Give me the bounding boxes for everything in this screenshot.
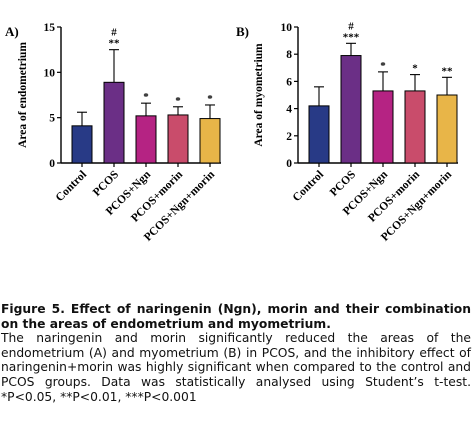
bar: [199, 118, 221, 164]
bar: [436, 94, 458, 164]
x-tick-label: Control: [54, 169, 89, 204]
y-tick-label: 6: [286, 76, 292, 88]
significance-label: *: [380, 60, 386, 72]
y-tick-label: 0: [286, 158, 292, 170]
bar: [308, 105, 330, 164]
significance-label: *: [207, 93, 213, 105]
significance-label: **: [442, 65, 454, 77]
significance-label: *: [412, 63, 418, 75]
x-tick-label: PCOS: [328, 169, 358, 199]
significance-label: **: [109, 38, 121, 50]
bar: [372, 90, 394, 164]
y-axis-label: Area of myometrium: [253, 43, 265, 147]
y-tick-label: 5: [49, 113, 55, 125]
figure-charts: A) 0 5 10 15 Area of endometrium Control # ** PCO…: [5, 20, 458, 244]
significance-label: #: [111, 27, 117, 39]
caption-title: Figure 5. Effect of naringenin (Ngn), mo…: [1, 302, 471, 331]
significance-label: *: [143, 91, 149, 103]
y-axis-label: Area of endometrium: [17, 42, 29, 148]
panel-label: B): [236, 24, 249, 39]
figure-caption: Figure 5. Effect of naringenin (Ngn), mo…: [1, 302, 471, 404]
bar: [340, 55, 362, 164]
x-tick-label: PCOS: [91, 169, 121, 199]
y-tick-label: 8: [286, 49, 292, 61]
significance-label: ***: [343, 31, 360, 43]
y-tick-label: 15: [44, 22, 56, 34]
bar: [135, 115, 157, 164]
bar: [71, 125, 93, 164]
bar: [167, 114, 189, 164]
y-tick-label: 0: [49, 158, 55, 170]
y-tick-label: 10: [44, 67, 56, 79]
y-tick-label: 10: [281, 22, 293, 34]
bar: [404, 90, 426, 164]
caption-body: The naringenin and morin significantly r…: [1, 331, 471, 404]
significance-label: *: [175, 95, 181, 107]
y-tick-label: 4: [286, 104, 292, 116]
significance-label: #: [348, 20, 354, 32]
panel-label: A): [5, 24, 19, 39]
x-tick-label: Control: [291, 169, 326, 204]
y-tick-label: 2: [286, 131, 292, 143]
bar: [103, 81, 125, 164]
